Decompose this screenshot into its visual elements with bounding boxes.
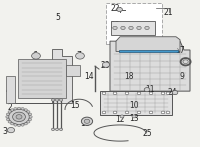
Circle shape xyxy=(55,99,59,101)
Circle shape xyxy=(81,117,93,125)
Circle shape xyxy=(14,108,17,110)
Text: 7: 7 xyxy=(77,51,81,60)
Text: 11: 11 xyxy=(145,85,154,94)
Circle shape xyxy=(28,113,32,115)
Circle shape xyxy=(166,92,170,95)
Polygon shape xyxy=(6,76,15,103)
Text: 23: 23 xyxy=(110,21,120,30)
Circle shape xyxy=(113,92,117,95)
Text: 2: 2 xyxy=(7,103,12,112)
Circle shape xyxy=(149,92,153,95)
Circle shape xyxy=(11,109,14,111)
Text: 3: 3 xyxy=(2,127,7,136)
Circle shape xyxy=(145,26,149,30)
Circle shape xyxy=(149,111,153,114)
Circle shape xyxy=(7,127,15,133)
Text: 25: 25 xyxy=(143,129,152,138)
Text: 13: 13 xyxy=(130,114,139,123)
Text: 22: 22 xyxy=(110,4,120,13)
Circle shape xyxy=(132,115,136,118)
Text: 6: 6 xyxy=(33,51,37,60)
Circle shape xyxy=(8,111,11,113)
Circle shape xyxy=(51,99,55,101)
Bar xyxy=(111,21,155,35)
Circle shape xyxy=(76,53,84,59)
Circle shape xyxy=(166,111,170,114)
Circle shape xyxy=(14,124,17,126)
Text: 12: 12 xyxy=(115,115,124,124)
Text: 16: 16 xyxy=(80,119,90,128)
Circle shape xyxy=(117,7,122,12)
Text: 4: 4 xyxy=(5,86,10,95)
Text: 9: 9 xyxy=(180,72,185,81)
Text: 10: 10 xyxy=(130,101,139,110)
Circle shape xyxy=(17,124,21,127)
Text: 20: 20 xyxy=(101,61,110,70)
Circle shape xyxy=(161,92,165,95)
Circle shape xyxy=(102,62,110,67)
Text: 21: 21 xyxy=(164,7,173,17)
Circle shape xyxy=(102,92,106,95)
Circle shape xyxy=(13,112,25,122)
Circle shape xyxy=(28,118,32,121)
Text: 18: 18 xyxy=(124,72,134,81)
Circle shape xyxy=(102,111,106,114)
Polygon shape xyxy=(66,65,80,76)
Text: 15: 15 xyxy=(70,101,80,110)
Circle shape xyxy=(129,26,133,30)
Circle shape xyxy=(59,99,63,101)
Circle shape xyxy=(21,108,24,110)
Circle shape xyxy=(113,26,117,30)
Text: 14: 14 xyxy=(84,72,94,81)
Circle shape xyxy=(183,60,188,64)
Circle shape xyxy=(29,116,32,118)
Polygon shape xyxy=(116,37,180,51)
Circle shape xyxy=(8,121,11,123)
Circle shape xyxy=(17,107,21,110)
Circle shape xyxy=(144,88,150,92)
Circle shape xyxy=(137,26,141,30)
Circle shape xyxy=(121,26,125,30)
Text: 8: 8 xyxy=(69,66,73,75)
Circle shape xyxy=(161,111,165,114)
Polygon shape xyxy=(18,59,66,98)
Circle shape xyxy=(59,128,63,131)
Text: 5: 5 xyxy=(55,13,60,22)
Circle shape xyxy=(11,123,14,125)
Circle shape xyxy=(125,111,129,114)
Circle shape xyxy=(24,123,27,125)
Circle shape xyxy=(9,109,29,125)
Circle shape xyxy=(51,128,55,131)
Circle shape xyxy=(55,128,59,131)
Circle shape xyxy=(16,115,22,119)
Polygon shape xyxy=(110,41,190,91)
Polygon shape xyxy=(12,49,72,103)
Circle shape xyxy=(84,119,90,123)
Circle shape xyxy=(172,91,178,95)
Circle shape xyxy=(27,121,30,123)
Circle shape xyxy=(6,118,10,121)
Circle shape xyxy=(27,111,30,113)
Circle shape xyxy=(120,115,124,118)
Circle shape xyxy=(6,116,9,118)
Circle shape xyxy=(32,53,40,59)
Text: 19: 19 xyxy=(129,24,138,33)
Circle shape xyxy=(113,111,117,114)
Circle shape xyxy=(137,111,141,114)
Text: 24: 24 xyxy=(168,88,177,97)
Circle shape xyxy=(24,109,27,111)
Circle shape xyxy=(125,92,129,95)
Circle shape xyxy=(21,124,24,126)
Circle shape xyxy=(6,113,10,115)
Polygon shape xyxy=(100,91,172,115)
Text: 1: 1 xyxy=(15,118,19,127)
Bar xyxy=(106,3,162,44)
Circle shape xyxy=(137,92,141,95)
Text: 17: 17 xyxy=(175,46,184,55)
Bar xyxy=(119,50,178,52)
